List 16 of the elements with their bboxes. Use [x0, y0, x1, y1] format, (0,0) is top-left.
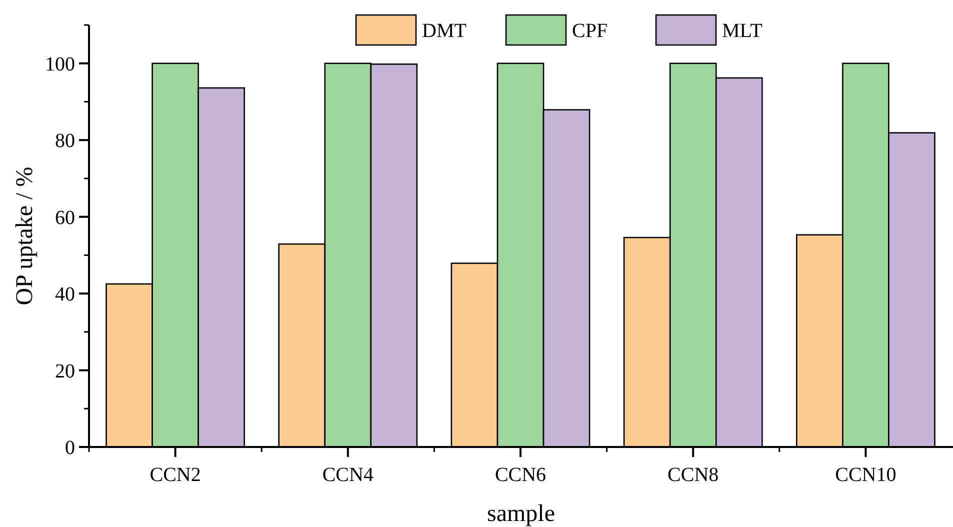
x-tick-label: CCN8 — [668, 464, 719, 486]
x-tick-label: CCN6 — [494, 464, 546, 486]
y-tick-label: 80 — [55, 130, 75, 152]
y-tick-label: 0 — [65, 437, 75, 459]
x-tick-label: CCN2 — [150, 464, 201, 486]
x-tick-label: CCN10 — [835, 464, 896, 486]
x-axis-title: sample — [487, 501, 555, 527]
y-axis-title: OP uptake / % — [12, 166, 38, 306]
legend-label: DMT — [422, 20, 466, 42]
y-tick-label: 100 — [45, 53, 75, 76]
legend-label: MLT — [722, 20, 762, 42]
x-tick-label: CCN4 — [322, 464, 374, 486]
y-tick-label: 20 — [55, 360, 75, 382]
y-tick-label: 40 — [55, 284, 75, 306]
y-tick-label: 60 — [55, 206, 75, 229]
legend-label: CPF — [572, 20, 608, 42]
